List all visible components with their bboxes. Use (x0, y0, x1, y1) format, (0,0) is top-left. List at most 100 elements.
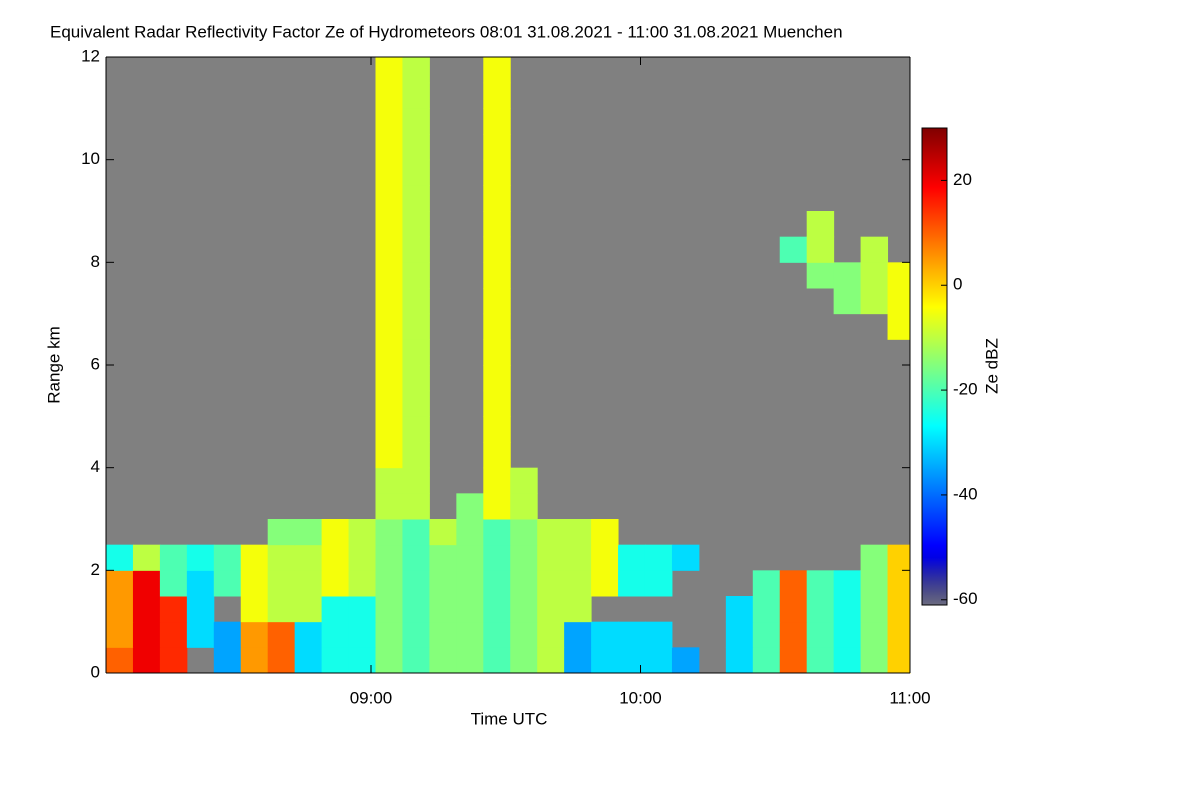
heatmap-cell (860, 236, 889, 263)
colorbar-tick-label: 20 (953, 170, 972, 189)
heatmap-cell (806, 596, 835, 623)
heatmap-cell (537, 647, 565, 674)
heatmap-cell (483, 108, 511, 135)
heatmap-cell (375, 493, 403, 520)
heatmap-cell (537, 570, 565, 597)
heatmap-cell (375, 288, 403, 315)
heatmap-cell (402, 57, 430, 84)
heatmap-cell (402, 288, 430, 315)
heatmap-cell (375, 134, 403, 161)
heatmap-cell (483, 288, 511, 315)
heatmap-cell (456, 647, 484, 674)
heatmap-cell (294, 621, 323, 648)
heatmap-cell (402, 442, 430, 469)
x-tick-label: 11:00 (889, 688, 930, 707)
heatmap-cell (321, 544, 350, 571)
heatmap-cell (375, 185, 403, 212)
heatmap-cell (402, 82, 430, 109)
heatmap-cell (725, 621, 754, 648)
heatmap-cell (348, 621, 376, 648)
heatmap-cell (483, 339, 511, 366)
heatmap-cell (483, 82, 511, 109)
heatmap-cell (833, 621, 862, 648)
heatmap-cell (429, 544, 457, 571)
heatmap-cell (106, 544, 134, 571)
heatmap-cell (510, 621, 538, 648)
heatmap-cell (106, 621, 134, 648)
heatmap-cell (456, 621, 484, 648)
heatmap-cell (887, 313, 911, 340)
heatmap-cell (321, 519, 350, 546)
heatmap-cell (806, 621, 835, 648)
heatmap-cell (537, 544, 565, 571)
heatmap-cell (159, 621, 188, 648)
chart-title: Equivalent Radar Reflectivity Factor Ze … (50, 22, 843, 41)
heatmap-cell (159, 570, 188, 597)
y-tick-label: 4 (91, 457, 100, 476)
heatmap-cell (752, 621, 781, 648)
heatmap-cell (510, 647, 538, 674)
heatmap-cell (591, 570, 619, 597)
heatmap-cell (294, 596, 323, 623)
heatmap-cell (240, 621, 269, 648)
heatmap-cell (483, 262, 511, 289)
heatmap-cell (483, 519, 511, 546)
heatmap-cell (321, 596, 350, 623)
heatmap-cell (186, 544, 215, 571)
heatmap-cell (402, 647, 430, 674)
heatmap-cell (483, 416, 511, 443)
heatmap-cell (402, 390, 430, 417)
heatmap-cell (186, 596, 215, 623)
heatmap-cell (186, 570, 215, 597)
heatmap-cell (213, 621, 242, 648)
heatmap-cell (321, 621, 350, 648)
heatmap-cell (483, 236, 511, 263)
heatmap-cell (294, 519, 323, 546)
heatmap-cell (267, 519, 296, 546)
heatmap-cell (375, 596, 403, 623)
heatmap-cell (456, 544, 484, 571)
y-tick-label: 10 (81, 149, 100, 168)
heatmap-cell (483, 621, 511, 648)
heatmap-cell (752, 570, 781, 597)
y-axis-label: Range km (44, 326, 63, 403)
heatmap-cell (402, 236, 430, 263)
heatmap-cell (456, 596, 484, 623)
x-tick-label: 09:00 (350, 688, 393, 707)
heatmap-cell (483, 365, 511, 392)
y-tick-label: 12 (81, 46, 100, 65)
heatmap-cell (591, 519, 619, 546)
heatmap-cell (833, 288, 862, 315)
heatmap-cell (402, 185, 430, 212)
heatmap-cell (483, 442, 511, 469)
heatmap-cell (240, 596, 269, 623)
heatmap-cell (375, 467, 403, 494)
heatmap-cell (402, 313, 430, 340)
heatmap-cell (483, 647, 511, 674)
heatmap-cell (186, 621, 215, 648)
heatmap-cell (483, 211, 511, 238)
heatmap-cell (887, 621, 911, 648)
heatmap-cell (456, 519, 484, 546)
heatmap-cell (106, 647, 134, 674)
heatmap-cell (483, 390, 511, 417)
heatmap-cell (537, 519, 565, 546)
heatmap-cell (240, 570, 269, 597)
heatmap-cell (159, 596, 188, 623)
heatmap-cell (618, 647, 646, 674)
heatmap-cell (402, 467, 430, 494)
heatmap-cell (860, 544, 889, 571)
heatmap-cell (267, 596, 296, 623)
heatmap-cell (483, 159, 511, 186)
heatmap-cell (375, 544, 403, 571)
heatmap-cell (132, 647, 161, 674)
heatmap-cell (806, 211, 835, 238)
heatmap-cell (564, 519, 592, 546)
heatmap-cell (402, 493, 430, 520)
colorbar-tick-label: -20 (953, 380, 978, 399)
heatmap-cell (725, 647, 754, 674)
heatmap-cell (591, 544, 619, 571)
heatmap-cell (267, 570, 296, 597)
heatmap-cell (537, 621, 565, 648)
heatmap-cell (294, 570, 323, 597)
